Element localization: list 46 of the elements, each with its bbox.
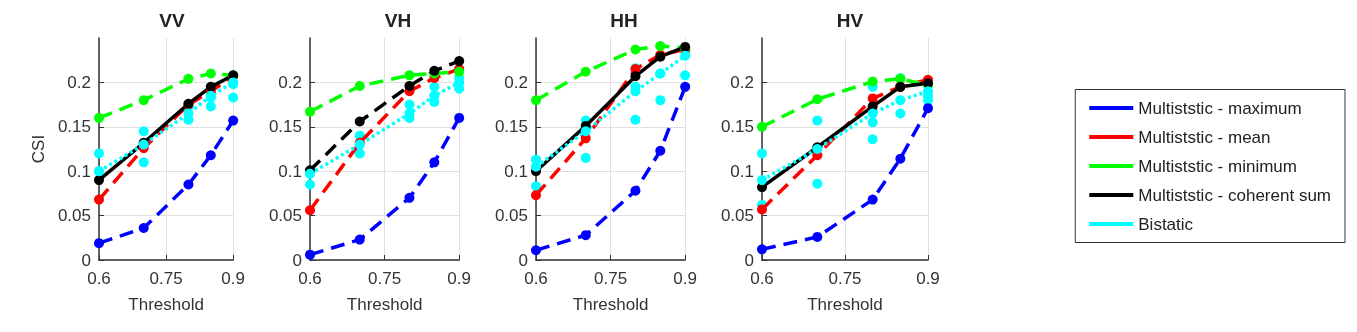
y-tick-label: 0.2 — [67, 72, 91, 92]
x-tick-label: 0.6 — [298, 269, 322, 288]
y-tick-label: 0.05 — [720, 206, 754, 226]
y-tick-label: 0.05 — [268, 206, 302, 226]
chart-title: HH — [610, 10, 638, 31]
x-axis-title: Threshold — [346, 295, 423, 314]
y-tick-label: 0.2 — [504, 72, 528, 92]
x-axis-title: Threshold — [128, 295, 204, 314]
legend-label: Bistatic — [1138, 214, 1194, 234]
y-tick-label: 0.05 — [494, 206, 528, 226]
legend-label: Multiststic - mean — [1138, 127, 1271, 147]
chart-title: HV — [836, 10, 864, 31]
x-tick-label: 0.9 — [221, 269, 245, 288]
y-tick-label: 0.2 — [278, 72, 302, 92]
x-tick-label: 0.6 — [524, 269, 548, 288]
x-tick-label: 0.75 — [149, 269, 183, 288]
chart-title: VH — [384, 10, 412, 31]
legend-label: Multiststic - maximum — [1138, 98, 1302, 118]
x-tick-label: 0.9 — [916, 269, 940, 288]
y-tick-label: 0.15 — [720, 117, 754, 137]
x-tick-label: 0.9 — [673, 269, 697, 288]
x-tick-label: 0.75 — [828, 269, 862, 288]
y-tick-label: 0.15 — [57, 117, 91, 137]
y-tick-label: 0.05 — [57, 206, 91, 226]
x-tick-label: 0.9 — [447, 269, 471, 288]
chart-title: VV — [159, 10, 185, 31]
y-tick-label: 0.15 — [268, 117, 302, 137]
y-tick-label: 0.1 — [67, 161, 91, 181]
x-tick-label: 0.75 — [368, 269, 402, 288]
y-tick-label: 0.1 — [278, 161, 302, 181]
y-tick-label: 0.15 — [494, 117, 528, 137]
x-tick-label: 0.6 — [750, 269, 774, 288]
x-tick-label: 0.75 — [594, 269, 628, 288]
y-tick-label: 0 — [292, 250, 302, 270]
x-axis-title: Threshold — [572, 295, 649, 314]
x-axis-title: Threshold — [807, 295, 883, 314]
y-tick-label: 0 — [744, 250, 754, 270]
y-tick-label: 0.1 — [504, 161, 528, 181]
y-tick-label: 0.1 — [730, 161, 754, 181]
y-tick-label: 0 — [518, 250, 528, 270]
legend-label: Multiststic - coherent sum — [1138, 185, 1332, 205]
y-tick-label: 0.2 — [730, 72, 754, 92]
y-axis-title: CSI — [29, 134, 48, 164]
legend-label: Multiststic - minimum — [1138, 156, 1297, 176]
y-tick-label: 0 — [81, 250, 91, 270]
x-tick-label: 0.6 — [87, 269, 111, 288]
